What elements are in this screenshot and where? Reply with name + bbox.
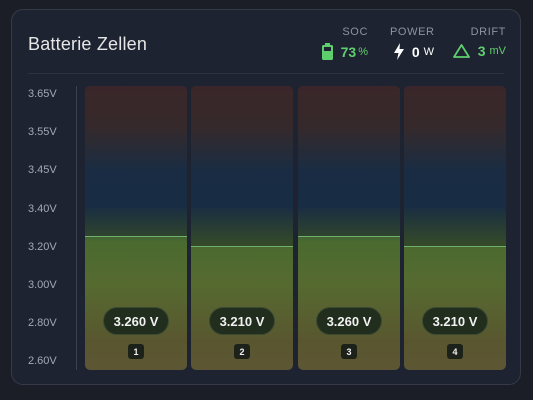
drift-value: 3 [477, 43, 486, 59]
y-axis-tick-label: 2.80V [28, 317, 57, 330]
bolt-icon [393, 43, 404, 60]
cell-empty-region [85, 86, 187, 237]
cell-voltage-badge: 3.260 V [103, 307, 169, 335]
cell-number-badge: 4 [447, 344, 463, 359]
battery-cell-3: 3.260 V 3 [298, 86, 400, 370]
cell-number-badge: 1 [128, 344, 144, 359]
y-axis-line [76, 86, 77, 370]
soc-value: 73 [340, 43, 357, 60]
soc-stat: SOC 73% [312, 26, 368, 60]
y-axis-tick-label: 3.45V [28, 164, 57, 177]
header-divider [28, 73, 504, 74]
cell-empty-region [298, 86, 400, 237]
drift-label: DRIFT [470, 26, 506, 38]
drift-stat: DRIFT 3 mV [448, 26, 506, 59]
power-unit: W [423, 45, 434, 58]
cell-level-line [191, 245, 293, 247]
power-label: POWER [390, 26, 435, 38]
cell-voltage-badge: 3.260 V [316, 307, 382, 335]
soc-value-row: 73% [312, 43, 368, 60]
battery-icon [321, 43, 333, 60]
battery-cell-1: 3.260 V 1 [85, 86, 187, 370]
cell-number-badge: 2 [234, 344, 250, 359]
cell-empty-region [191, 86, 293, 246]
battery-cell-4: 3.210 V 4 [404, 86, 506, 370]
y-axis-tick-label: 3.20V [28, 240, 57, 253]
cell-level-line [404, 245, 506, 247]
cell-number-badge: 3 [341, 344, 357, 359]
power-value: 0 [411, 43, 420, 60]
battery-cell-2: 3.210 V 2 [191, 86, 293, 370]
y-axis-tick-label: 3.55V [28, 126, 57, 139]
cell-level-line [85, 236, 187, 238]
cell-empty-region [404, 86, 506, 246]
y-axis-tick-label: 3.65V [28, 88, 57, 100]
soc-label: SOC [342, 26, 368, 38]
card-title: Batterie Zellen [28, 34, 148, 54]
cell-voltage-badge: 3.210 V [209, 307, 275, 335]
y-axis-tick-label: 3.00V [28, 279, 57, 291]
cell-level-line [298, 236, 400, 238]
soc-unit: % [358, 45, 368, 58]
y-axis-tick-label: 3.40V [28, 202, 57, 215]
y-axis-tick-label: 2.60V [28, 355, 57, 368]
cell-voltage-badge: 3.210 V [422, 307, 488, 335]
drift-value-row: 3 mV [448, 43, 506, 59]
drift-unit: mV [489, 45, 507, 57]
triangle-icon [452, 44, 470, 58]
